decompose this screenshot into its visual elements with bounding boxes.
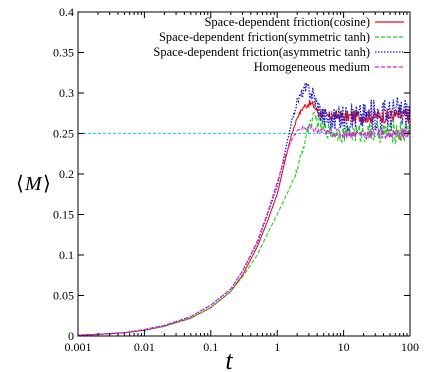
y-tick-label: 0.4 bbox=[59, 5, 74, 19]
legend-label-1: Space-dependent friction(cosine) bbox=[204, 15, 370, 29]
series-layer bbox=[77, 82, 411, 336]
legend-label-3: Space-dependent friction(asymmetric tanh… bbox=[153, 45, 370, 59]
y-tick-label: 0.25 bbox=[53, 127, 74, 141]
y-tick-label: 0.2 bbox=[59, 167, 74, 181]
y-axis-title-text: M bbox=[24, 173, 43, 195]
legend-label-4: Homogeneous medium bbox=[254, 60, 371, 74]
y-tick-label: 0.15 bbox=[53, 208, 74, 222]
legend: Space-dependent friction(cosine)Space-de… bbox=[153, 15, 404, 74]
series-line-3 bbox=[77, 82, 411, 336]
legend-label-2: Space-dependent friction(symmetric tanh) bbox=[159, 30, 370, 44]
y-tick-label: 0.1 bbox=[59, 248, 74, 262]
y-tick-label: 0.3 bbox=[59, 86, 74, 100]
x-tick-label: 0.001 bbox=[65, 340, 92, 354]
y-tick-label: 0.05 bbox=[53, 289, 74, 303]
y-axis-title: ⟨ M ⟩ bbox=[16, 171, 51, 195]
y-axis-title-right-bracket: ⟩ bbox=[43, 171, 51, 195]
x-tick-label: 10 bbox=[338, 340, 350, 354]
series-line-2 bbox=[77, 112, 411, 336]
axis-ticks: 0.001 0.01 0.1 1 10 100 0 0.05 0.1 0.15 0.2 0.25 0.3… bbox=[53, 5, 419, 354]
series-line-4 bbox=[77, 123, 411, 336]
x-axis-title: t bbox=[225, 346, 233, 372]
x-tick-label: 0.1 bbox=[203, 340, 218, 354]
x-tick-label: 0.01 bbox=[134, 340, 155, 354]
y-axis-title-left-bracket: ⟨ bbox=[16, 171, 24, 195]
y-tick-label: 0.35 bbox=[53, 46, 74, 60]
x-tick-label: 1 bbox=[274, 340, 280, 354]
y-tick-label: 0 bbox=[68, 329, 74, 343]
x-tick-label: 100 bbox=[401, 340, 419, 354]
